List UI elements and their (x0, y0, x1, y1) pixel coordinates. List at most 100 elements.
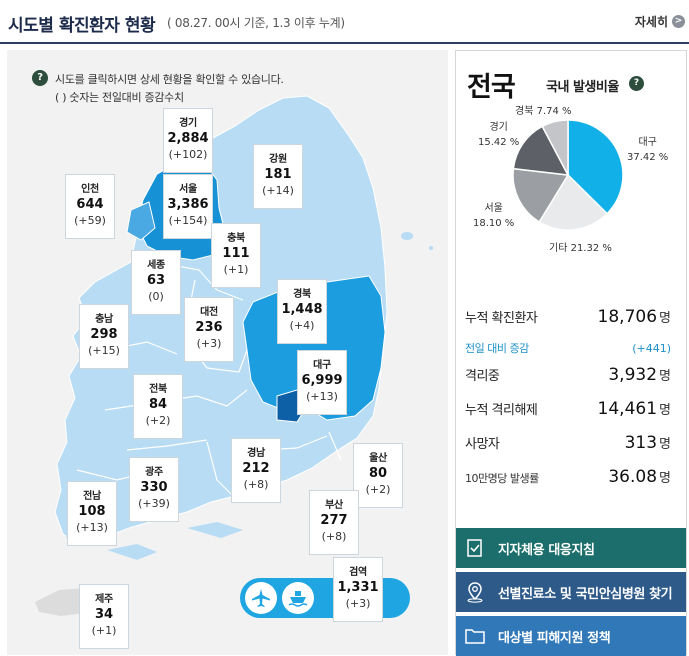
region-diff: (+2) (365, 483, 391, 496)
support-policy-label: 대상별 피해지원 정책 (498, 630, 611, 646)
region-diff: (+59) (74, 214, 106, 227)
region-ulsan[interactable]: 울산 80 (+2) (353, 443, 403, 508)
region-count: 34 (94, 607, 114, 622)
region-name: 경기 (179, 118, 197, 129)
document-check-icon (467, 539, 482, 557)
guideline-link[interactable]: 지자체용 대응지침 (456, 528, 686, 568)
region-name: 세종 (147, 260, 165, 271)
ship-icon (288, 591, 308, 607)
region-count: 6,999 (301, 373, 343, 388)
page-title: 시도별 확진환자 현황 (8, 16, 156, 36)
pie-value-seoul: 18.10 % (473, 218, 515, 229)
daily-value: (+441) (632, 342, 671, 355)
region-daegu[interactable]: 대구 6,999 (+13) (297, 350, 347, 415)
region-chungbuk[interactable]: 충북 111 (+1) (211, 223, 261, 288)
rate-value: 36.08 명 (608, 467, 671, 487)
region-seoul[interactable]: 서울 3,386 (+154) (163, 174, 213, 239)
region-count: 63 (146, 273, 166, 288)
more-label: 자세히 (634, 15, 668, 29)
region-gyeongnam[interactable]: 경남 212 (+8) (231, 438, 281, 503)
stat-death: 사망자 313 명 (465, 433, 671, 453)
pie-label-gyeongbuk: 경북 7.74 % (515, 104, 572, 119)
seaport-button[interactable] (282, 582, 314, 614)
region-busan[interactable]: 부산 277 (+8) (309, 490, 359, 555)
region-count: 1,331 (337, 580, 379, 595)
domestic-ratio-pie (512, 119, 624, 231)
isolated-label: 격리중 (465, 369, 500, 384)
region-diff: (+4) (289, 319, 315, 332)
daily-label: 전일 대비 증감 (465, 342, 529, 355)
pie-value-etc: 기타 21.32 % (549, 243, 612, 254)
region-name: 광주 (145, 467, 163, 478)
pie-slice (538, 173, 609, 231)
question-icon: ? (32, 70, 48, 86)
region-name: 전북 (149, 384, 167, 395)
region-count: 644 (76, 197, 104, 212)
region-name: 울산 (369, 453, 387, 464)
confirmed-value: 18,706 명 (597, 307, 671, 327)
question-icon[interactable]: ? (629, 76, 644, 91)
region-diff: (+2) (145, 414, 171, 427)
region-name: 경남 (247, 448, 265, 459)
region-name: 충남 (95, 314, 113, 325)
region-sejong[interactable]: 세종 63 (0) (131, 250, 181, 315)
region-diff: (+8) (243, 478, 269, 491)
region-gwangju[interactable]: 광주 330 (+39) (129, 457, 179, 522)
national-title: 전국 (467, 72, 516, 103)
region-diff: (+1) (223, 263, 249, 276)
isolated-value: 3,932 명 (608, 365, 671, 385)
death-label: 사망자 (465, 437, 500, 452)
region-jeonbuk[interactable]: 전북 84 (+2) (133, 374, 183, 439)
confirmed-label: 누적 확진환자 (465, 311, 538, 326)
region-count: 2,884 (167, 131, 209, 146)
region-name: 부산 (325, 500, 343, 511)
region-gyeonggi[interactable]: 경기 2,884 (+102) (163, 108, 213, 173)
notice-line-2: ( ) 숫자는 전일대비 증감수치 (55, 91, 184, 104)
region-name: 대구 (313, 360, 331, 371)
clinic-finder-label: 선별진료소 및 국민안심병원 찾기 (498, 586, 673, 602)
region-count: 1,448 (281, 302, 323, 317)
region-incheon[interactable]: 인천 644 (+59) (65, 174, 115, 239)
stat-released: 누적 격리해제 14,461 명 (465, 399, 671, 419)
pie-slice (541, 119, 569, 176)
support-policy-link[interactable]: 대상별 피해지원 정책 (456, 616, 686, 656)
location-pin-icon (467, 582, 483, 603)
map-panel: ? 시도를 클릭하시면 상세 현황을 확인할 수 있습니다. ( ) 숫자는 전… (7, 50, 448, 655)
page-subtitle: ( 08.27. 00시 기준, 1.3 이후 누계) (167, 16, 345, 30)
region-daejeon[interactable]: 대전 236 (+3) (184, 297, 234, 362)
pie-label-daegu: 대구 37.42 % (627, 135, 668, 165)
region-quarantine[interactable]: 검역 1,331 (+3) (333, 557, 383, 622)
region-gangwon[interactable]: 강원 181 (+14) (253, 144, 303, 209)
clinic-finder-link[interactable]: 선별진료소 및 국민안심병원 찾기 (456, 572, 686, 612)
region-diff: (+15) (88, 344, 120, 357)
rate-label: 10만명당 발생률 (465, 472, 539, 485)
region-count: 181 (264, 167, 292, 182)
pie-name-gyeonggi: 경기 (489, 122, 508, 133)
region-name: 검역 (349, 567, 367, 578)
notice-line-1: 시도를 클릭하시면 상세 현황을 확인할 수 있습니다. (55, 73, 284, 86)
national-panel: 전국 국내 발생비율 ? 대구 37.42 % 기타 21.32 % 서울 18… (455, 50, 687, 656)
region-gyeongbuk[interactable]: 경북 1,448 (+4) (277, 279, 327, 344)
region-name: 인천 (81, 184, 99, 195)
region-jeju[interactable]: 제주 34 (+1) (79, 584, 129, 649)
pie-slice (512, 167, 570, 223)
region-diff: (+13) (76, 521, 108, 534)
pie-name-seoul: 서울 (484, 203, 503, 214)
region-chungnam[interactable]: 충남 298 (+15) (79, 304, 129, 369)
ratio-title: 국내 발생비율 (546, 80, 619, 95)
region-jeonnam[interactable]: 전남 108 (+13) (67, 481, 117, 546)
pie-value-daegu: 37.42 % (627, 152, 669, 163)
region-diff: (+1) (91, 624, 117, 637)
pie-label-seoul: 서울 18.10 % (473, 201, 514, 231)
more-link[interactable]: 자세히 > (635, 13, 685, 30)
map-ulleungdo (401, 232, 413, 240)
transport-bar (240, 578, 410, 618)
region-count: 84 (148, 397, 168, 412)
region-count: 236 (195, 320, 223, 335)
page-header: 시도별 확진환자 현황 ( 08.27. 00시 기준, 1.3 이후 누계) … (0, 0, 689, 44)
region-diff: (+154) (168, 214, 208, 227)
region-diff: (+8) (321, 530, 347, 543)
map-incheon (126, 201, 156, 241)
airport-button[interactable] (245, 582, 277, 614)
pie-slice (567, 119, 624, 215)
